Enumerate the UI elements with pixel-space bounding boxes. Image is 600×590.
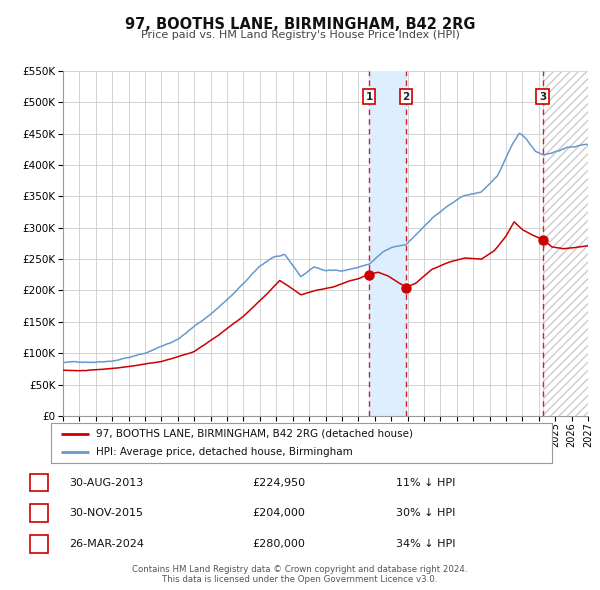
Text: £204,000: £204,000 [252, 509, 305, 518]
Bar [543, 71, 588, 416]
Text: 1: 1 [35, 478, 43, 487]
Text: 2: 2 [35, 509, 43, 518]
Text: Contains HM Land Registry data © Crown copyright and database right 2024.
This d: Contains HM Land Registry data © Crown c… [132, 565, 468, 584]
Text: 2: 2 [403, 91, 410, 101]
Text: 97, BOOTHS LANE, BIRMINGHAM, B42 2RG: 97, BOOTHS LANE, BIRMINGHAM, B42 2RG [125, 17, 475, 31]
Text: 34% ↓ HPI: 34% ↓ HPI [396, 539, 455, 549]
Text: 30% ↓ HPI: 30% ↓ HPI [396, 509, 455, 518]
Text: HPI: Average price, detached house, Birmingham: HPI: Average price, detached house, Birm… [96, 447, 353, 457]
Text: 30-AUG-2013: 30-AUG-2013 [69, 478, 143, 487]
Text: £280,000: £280,000 [252, 539, 305, 549]
Text: £224,950: £224,950 [252, 478, 305, 487]
Text: 26-MAR-2024: 26-MAR-2024 [69, 539, 144, 549]
Text: 11% ↓ HPI: 11% ↓ HPI [396, 478, 455, 487]
Text: 1: 1 [365, 91, 373, 101]
Text: 3: 3 [35, 539, 43, 549]
Bar [369, 71, 406, 416]
Text: 30-NOV-2015: 30-NOV-2015 [69, 509, 143, 518]
Text: 97, BOOTHS LANE, BIRMINGHAM, B42 2RG (detached house): 97, BOOTHS LANE, BIRMINGHAM, B42 2RG (de… [96, 429, 413, 439]
Text: Price paid vs. HM Land Registry's House Price Index (HPI): Price paid vs. HM Land Registry's House … [140, 30, 460, 40]
Bar [543, 71, 588, 416]
Text: 3: 3 [539, 91, 547, 101]
